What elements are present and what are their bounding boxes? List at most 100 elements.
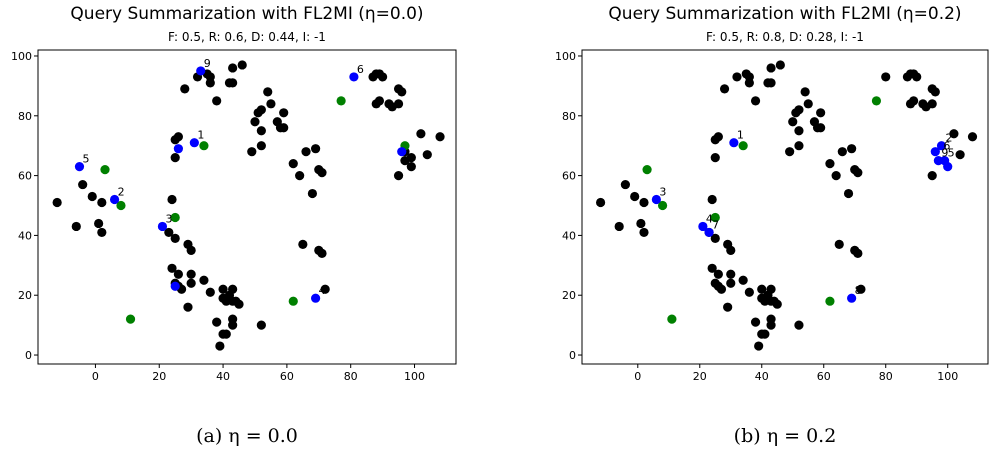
- data-point: [301, 147, 311, 157]
- data-point: [97, 197, 107, 208]
- data-point: [317, 168, 327, 178]
- summary-point: [698, 221, 708, 232]
- y-tick-label: 80: [18, 110, 32, 123]
- summary-point: [74, 162, 85, 172]
- data-point: [183, 302, 193, 312]
- y-tick-label: 40: [18, 229, 32, 242]
- y-tick-label: 0: [25, 349, 32, 362]
- data-point: [754, 341, 764, 351]
- chart-subtitle: F: 0.5, R: 0.8, D: 0.28, I: -1: [706, 30, 864, 44]
- figure-caption: (a) η = 0.0: [196, 425, 298, 447]
- data-point: [371, 99, 381, 109]
- data-point: [180, 84, 190, 94]
- summary-point-label: 2: [946, 132, 953, 145]
- query-point: [116, 200, 126, 211]
- y-tick-label: 100: [555, 50, 576, 63]
- query-point: [100, 165, 110, 175]
- summary-point: [157, 221, 168, 232]
- plot-frame: [37, 49, 457, 365]
- data-point: [723, 302, 733, 312]
- data-point: [719, 84, 730, 94]
- data-point: [853, 168, 863, 178]
- summary-point: [349, 72, 359, 82]
- summary-point: [189, 138, 199, 148]
- y-tick-label: 60: [18, 170, 32, 183]
- data-point: [250, 117, 260, 127]
- summary-point: [170, 281, 180, 291]
- x-tick-label: 40: [755, 370, 769, 383]
- query-point: [657, 200, 668, 211]
- data-point: [707, 194, 717, 205]
- y-tick-label: 20: [562, 289, 576, 302]
- data-point: [825, 159, 835, 169]
- data-point: [766, 63, 776, 73]
- x-tick-label: 60: [280, 370, 294, 383]
- data-point: [406, 162, 416, 172]
- data-point: [212, 96, 222, 106]
- summary-point: [729, 138, 739, 148]
- data-point: [927, 171, 937, 181]
- x-tick-label: 0: [634, 370, 641, 383]
- query-point: [825, 296, 835, 306]
- data-point: [949, 129, 959, 139]
- data-point: [205, 78, 215, 88]
- data-point: [816, 123, 826, 133]
- y-tick-label: 40: [562, 229, 576, 242]
- figure-caption: (b) η = 0.2: [734, 425, 837, 447]
- data-point: [228, 320, 238, 330]
- query-point: [336, 96, 346, 106]
- data-point: [52, 197, 62, 208]
- query-point: [710, 212, 720, 223]
- data-point: [212, 317, 222, 327]
- summary-point: [173, 144, 183, 154]
- data-point: [295, 171, 305, 181]
- y-tick-label: 60: [562, 170, 576, 183]
- summary-point: [847, 293, 857, 303]
- chart-panel-2: Query Summarization with FL2MI (η=0.2) F:…: [555, 4, 989, 447]
- summary-point-label: 5: [82, 153, 89, 166]
- data-point: [186, 245, 196, 255]
- data-point: [279, 108, 289, 118]
- plot-frame: [581, 49, 989, 365]
- data-point: [853, 248, 863, 258]
- data-point: [186, 269, 196, 279]
- data-point: [393, 99, 404, 109]
- data-point: [170, 233, 180, 243]
- data-point: [422, 150, 432, 160]
- data-point: [847, 144, 857, 154]
- data-point: [766, 284, 776, 294]
- data-point: [620, 179, 630, 190]
- data-point: [856, 284, 866, 294]
- data-point: [307, 188, 318, 199]
- data-point: [228, 63, 238, 73]
- data-point: [766, 320, 776, 330]
- data-point: [710, 153, 720, 163]
- data-point: [760, 329, 770, 339]
- data-point: [794, 141, 804, 151]
- summary-point: [930, 147, 940, 157]
- data-point: [912, 72, 922, 82]
- data-point: [199, 275, 209, 285]
- data-point: [378, 72, 388, 82]
- data-point: [794, 105, 804, 115]
- data-point: [205, 287, 215, 297]
- data-point: [837, 147, 847, 157]
- x-tick-label: 100: [404, 370, 425, 383]
- summary-point-label: 3: [165, 212, 172, 225]
- summary-point: [933, 156, 944, 166]
- data-point: [311, 144, 321, 154]
- data-point: [710, 233, 720, 243]
- data-point: [221, 329, 231, 339]
- summary-point: [936, 141, 947, 151]
- data-point: [256, 105, 266, 115]
- data-point: [831, 171, 841, 181]
- query-point: [738, 141, 748, 151]
- data-point: [218, 284, 228, 294]
- data-point: [256, 126, 266, 136]
- data-point: [279, 123, 289, 133]
- summary-point-label: 2: [118, 186, 125, 199]
- chart-title: Query Summarization with FL2MI (η=0.0): [70, 4, 423, 24]
- summary-point-label: 4: [706, 212, 713, 225]
- x-tick-label: 20: [152, 370, 166, 383]
- y-tick-label: 0: [569, 349, 576, 362]
